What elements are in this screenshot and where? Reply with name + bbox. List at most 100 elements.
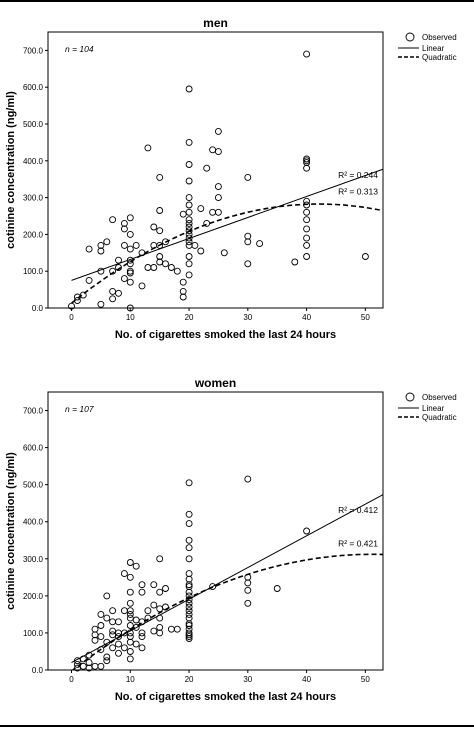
observed-point bbox=[126, 245, 134, 253]
observed-point bbox=[185, 520, 193, 528]
observed-point bbox=[173, 625, 181, 633]
observed-point bbox=[132, 562, 140, 570]
observed-point bbox=[179, 293, 187, 301]
observed-point bbox=[103, 653, 111, 661]
sample-size-label: n = 104 bbox=[65, 44, 94, 54]
observed-point bbox=[185, 610, 193, 618]
observed-point bbox=[303, 234, 311, 242]
observed-point bbox=[303, 159, 311, 167]
observed-point bbox=[103, 657, 111, 665]
observed-point bbox=[126, 610, 134, 618]
observed-point bbox=[91, 662, 99, 670]
observed-point bbox=[185, 596, 193, 604]
observed-point bbox=[220, 249, 228, 257]
y-tick-label: 200.0 bbox=[23, 592, 44, 601]
y-tick-label: 400.0 bbox=[23, 157, 44, 166]
observed-point bbox=[156, 555, 164, 563]
observed-point bbox=[191, 241, 199, 249]
observed-point bbox=[150, 223, 158, 231]
observed-point bbox=[244, 173, 252, 181]
observed-point bbox=[126, 269, 134, 277]
legend-linear-label: Linear bbox=[422, 404, 445, 413]
y-axis-title: cotinine concentration (ng/ml) bbox=[5, 452, 17, 610]
observed-point bbox=[156, 207, 164, 214]
observed-point bbox=[303, 164, 311, 172]
observed-point bbox=[138, 633, 146, 641]
observed-point bbox=[185, 599, 193, 607]
observed-point bbox=[150, 627, 158, 635]
observed-point bbox=[244, 579, 252, 587]
y-tick-label: 0.0 bbox=[32, 666, 44, 675]
observed-point bbox=[167, 625, 175, 633]
observed-point bbox=[303, 241, 311, 249]
observed-point bbox=[109, 216, 117, 224]
observed-point bbox=[109, 287, 117, 295]
observed-point bbox=[126, 607, 134, 615]
observed-point bbox=[179, 278, 187, 286]
quadratic-fit-curve bbox=[71, 203, 383, 304]
observed-point bbox=[185, 588, 193, 596]
x-tick-label: 0 bbox=[69, 675, 74, 684]
observed-point bbox=[103, 592, 111, 600]
y-tick-label: 400.0 bbox=[23, 518, 44, 527]
observed-point bbox=[185, 570, 193, 578]
observed-point bbox=[185, 208, 193, 216]
observed-point bbox=[126, 214, 134, 222]
observed-point bbox=[97, 633, 105, 641]
observed-point bbox=[132, 241, 140, 249]
x-tick-label: 0 bbox=[69, 313, 74, 322]
observed-point bbox=[209, 146, 217, 154]
observed-point bbox=[126, 633, 134, 641]
y-tick-label: 700.0 bbox=[23, 46, 44, 55]
observed-point bbox=[209, 583, 217, 591]
observed-point bbox=[85, 276, 93, 284]
observed-point bbox=[303, 155, 311, 163]
observed-point bbox=[109, 618, 117, 626]
observed-point bbox=[156, 173, 164, 181]
observed-point bbox=[185, 138, 193, 146]
observed-point bbox=[162, 260, 169, 268]
y-tick-label: 300.0 bbox=[23, 555, 44, 564]
observed-point bbox=[185, 223, 193, 231]
observed-point bbox=[156, 227, 164, 235]
observed-point bbox=[144, 264, 152, 271]
observed-point bbox=[115, 256, 122, 264]
observed-point bbox=[138, 282, 146, 290]
observed-point bbox=[214, 183, 222, 191]
observed-point bbox=[120, 570, 128, 578]
y-tick-label: 500.0 bbox=[23, 120, 44, 129]
observed-point bbox=[138, 629, 146, 637]
y-tick-label: 0.0 bbox=[32, 304, 44, 313]
observed-point bbox=[185, 234, 193, 242]
observed-point bbox=[244, 238, 252, 246]
observed-point bbox=[126, 638, 134, 646]
observed-point bbox=[97, 241, 105, 249]
observed-point bbox=[167, 264, 175, 271]
y-tick-label: 700.0 bbox=[23, 407, 44, 416]
observed-point bbox=[115, 649, 122, 657]
observed-point bbox=[126, 614, 134, 622]
observed-point bbox=[185, 625, 193, 633]
observed-point bbox=[91, 625, 99, 633]
x-tick-label: 30 bbox=[243, 675, 252, 684]
observed-point bbox=[120, 225, 128, 233]
observed-point bbox=[185, 614, 193, 622]
observed-point bbox=[115, 264, 122, 271]
observed-point bbox=[115, 289, 122, 297]
legend-observed-marker bbox=[405, 32, 415, 42]
observed-point bbox=[244, 260, 252, 268]
observed-point bbox=[138, 581, 146, 589]
observed-point bbox=[115, 640, 122, 648]
observed-point bbox=[103, 238, 111, 246]
top-border-rule bbox=[0, 0, 474, 2]
observed-point bbox=[144, 607, 152, 615]
observed-point bbox=[126, 304, 134, 312]
plot-area-frame bbox=[47, 31, 384, 309]
observed-point bbox=[126, 588, 134, 596]
observed-point bbox=[97, 610, 105, 618]
observed-point bbox=[126, 278, 134, 286]
observed-point bbox=[126, 622, 134, 629]
x-tick-label: 50 bbox=[361, 675, 370, 684]
observed-point bbox=[150, 581, 158, 589]
